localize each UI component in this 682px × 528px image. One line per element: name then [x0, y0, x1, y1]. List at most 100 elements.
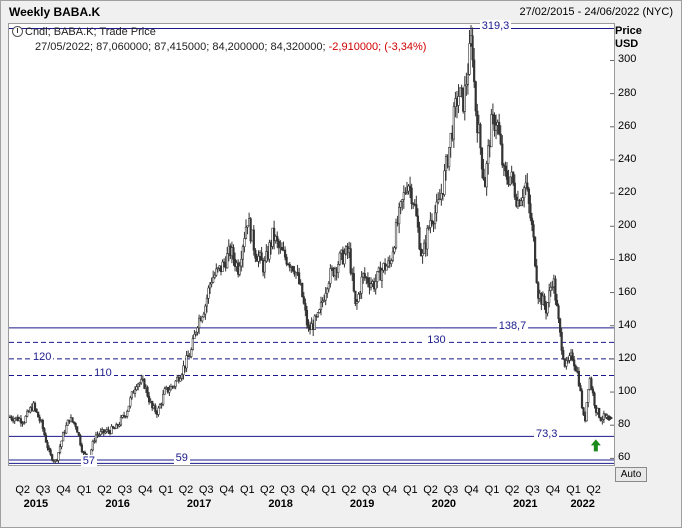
candle-262: [418, 221, 421, 251]
candle-257: [410, 183, 413, 210]
candle-309: [491, 103, 495, 125]
level-label: 57: [80, 455, 98, 468]
candle-114: [187, 350, 190, 358]
candle-23: [44, 432, 48, 443]
candle-190: [305, 305, 309, 329]
candle-75: [126, 409, 129, 419]
candle-17: [35, 408, 38, 413]
candle-11: [26, 409, 29, 418]
candle-143: [232, 244, 235, 266]
candle-269: [429, 212, 432, 234]
date-range: 27/02/2015 - 24/06/2022 (NYC): [519, 6, 674, 18]
auto-scale-button[interactable]: Auto: [615, 467, 647, 482]
candle-272: [433, 204, 437, 230]
candle-171: [276, 231, 279, 249]
x-year-label: 2021: [513, 498, 538, 510]
x-quarter-label: Q4: [464, 484, 479, 496]
candle-373: [591, 386, 595, 397]
x-quarter-label: Q3: [117, 484, 133, 496]
y-tick-label: 180: [618, 252, 637, 265]
x-year-label: 2020: [431, 498, 457, 510]
candle-264: [421, 249, 424, 264]
chart-title: Weekly BABA.K: [9, 5, 101, 19]
candle-117: [191, 335, 194, 351]
last-price-marker: [605, 415, 613, 422]
candle-372: [590, 376, 593, 391]
candle-65: [110, 424, 113, 435]
candle-103: [169, 383, 173, 391]
x-quarter-label: Q4: [300, 484, 316, 496]
candle-34: [62, 431, 65, 442]
candle-149: [241, 244, 244, 268]
candle-32: [58, 443, 62, 455]
candle-292: [465, 72, 468, 96]
candle-334: [530, 212, 534, 232]
legend-series: Cndl; BABA.K; Trade Price: [25, 26, 156, 38]
y-tick-label: 140: [618, 318, 637, 331]
candle-37: [66, 419, 69, 426]
chart-settings-icon[interactable]: [12, 26, 23, 37]
plot-area[interactable]: [8, 23, 615, 466]
candle-322: [512, 171, 515, 186]
candle-316: [502, 162, 505, 177]
candle-181: [291, 265, 294, 273]
candle-177: [285, 254, 288, 267]
candle-299: [476, 103, 479, 143]
candle-48: [83, 450, 87, 455]
x-quarter-label: Q1: [484, 484, 500, 496]
candle-189: [304, 298, 307, 317]
candle-88: [146, 385, 149, 398]
candle-148: [240, 250, 243, 272]
candle-136: [221, 259, 224, 273]
candle-349: [554, 275, 557, 305]
candle-137: [223, 258, 226, 268]
candle-118: [193, 329, 196, 340]
candle-22: [43, 427, 46, 436]
candles: [9, 25, 609, 464]
candle-268: [427, 225, 430, 231]
candle-225: [360, 271, 363, 299]
candle-113: [185, 350, 188, 373]
level-label: 120: [30, 350, 54, 363]
y-tick-label: 300: [618, 53, 637, 66]
x-quarter-label: Q2: [423, 484, 438, 496]
candle-119: [194, 331, 198, 337]
candle-70: [118, 422, 121, 428]
y-tick-label: 160: [618, 285, 637, 298]
candle-78: [130, 391, 134, 400]
candle-45: [79, 433, 82, 447]
x-year-label: 2022: [570, 498, 595, 510]
candle-344: [546, 302, 549, 317]
candle-97: [160, 402, 163, 409]
legend-ohlc-values: 27/05/2022; 87,060000; 87,415000; 84,200…: [35, 41, 326, 53]
x-quarter-label: Q4: [56, 484, 71, 496]
candle-93: [154, 403, 157, 415]
candle-129: [210, 277, 213, 288]
candle-338: [537, 281, 540, 305]
candle-116: [190, 347, 193, 359]
y-tick-label: 60: [618, 451, 631, 464]
candle-98: [162, 390, 165, 407]
candle-53: [91, 439, 94, 452]
y-tick-label: 260: [618, 119, 637, 132]
candle-220: [352, 266, 355, 293]
candle-320: [509, 176, 512, 187]
candle-323: [513, 174, 516, 201]
candle-222: [355, 299, 359, 310]
candle-156: [252, 224, 255, 256]
candle-214: [343, 248, 346, 268]
x-quarter-label: Q1: [402, 484, 418, 496]
candle-125: [204, 303, 207, 320]
candle-346: [549, 281, 552, 297]
candle-42: [74, 422, 77, 430]
candle-253: [404, 187, 407, 195]
candle-255: [407, 184, 410, 195]
candle-298: [474, 80, 477, 117]
candle-342: [543, 293, 546, 310]
candle-273: [435, 193, 438, 222]
candle-151: [244, 219, 248, 240]
x-quarter-label: Q3: [361, 484, 377, 496]
candle-202: [324, 287, 327, 306]
candle-231: [369, 277, 373, 291]
x-year-label: 2018: [268, 498, 293, 510]
